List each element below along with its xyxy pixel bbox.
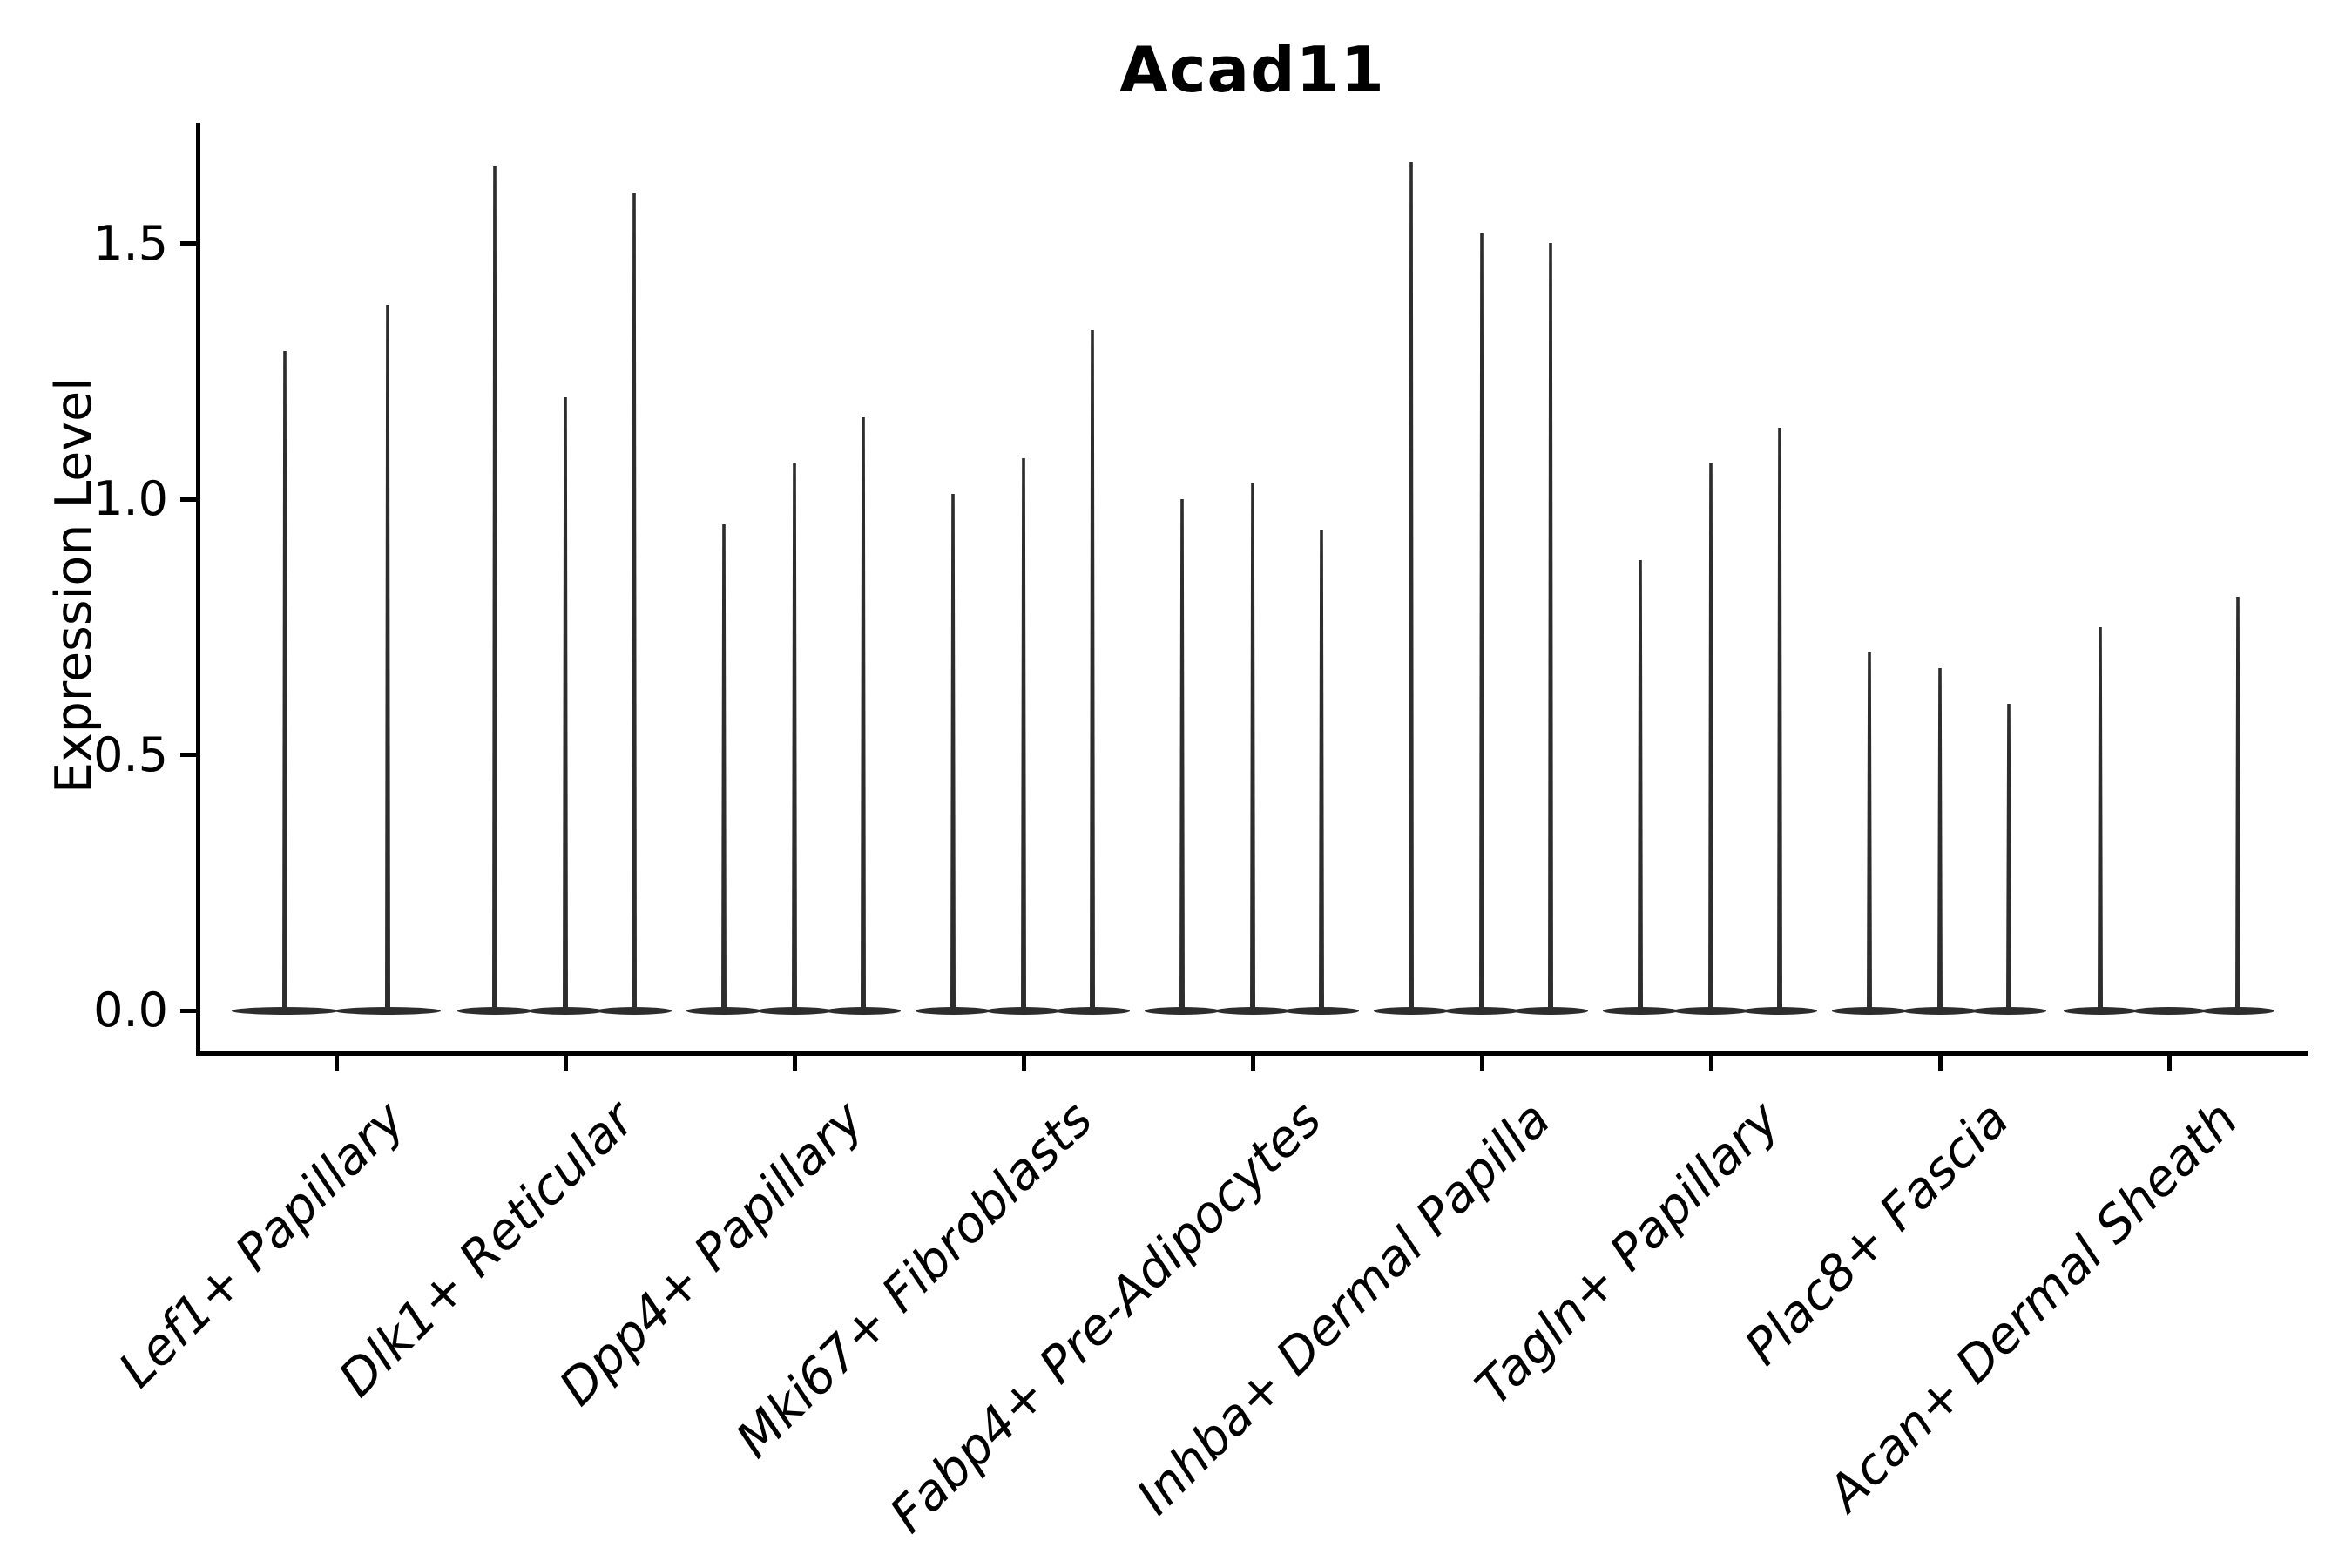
violin-tail bbox=[1179, 499, 1185, 1010]
y-tick-mark bbox=[180, 1008, 196, 1013]
violin-body bbox=[1603, 1006, 1678, 1015]
x-axis-line bbox=[196, 1051, 2308, 1056]
chart-title: Acad11 bbox=[1119, 33, 1385, 106]
violin-tail bbox=[721, 524, 727, 1010]
violin-tail bbox=[792, 463, 797, 1010]
violin-body bbox=[757, 1006, 832, 1015]
violin-tail bbox=[385, 305, 390, 1010]
violin-tail bbox=[282, 351, 287, 1010]
violin-body bbox=[1971, 1006, 2046, 1015]
violin-body bbox=[1145, 1006, 1220, 1015]
violin-tail bbox=[1409, 162, 1414, 1010]
violin-body bbox=[826, 1006, 901, 1015]
x-tick-mark bbox=[792, 1054, 797, 1071]
violin-tail bbox=[632, 193, 637, 1010]
violin-tail bbox=[861, 417, 866, 1010]
violin-body bbox=[686, 1006, 761, 1015]
violin-body bbox=[457, 1006, 532, 1015]
x-axis-category-label: Inhba+ Dermal Papilla bbox=[1125, 1091, 1562, 1526]
x-tick-mark bbox=[1479, 1054, 1484, 1071]
violin-body bbox=[986, 1006, 1061, 1015]
violin-body bbox=[1284, 1006, 1359, 1015]
violin-body bbox=[2064, 1006, 2137, 1015]
violin-tail bbox=[1479, 233, 1484, 1010]
violin-tail bbox=[1708, 463, 1713, 1010]
violin-tail bbox=[1937, 668, 1943, 1010]
violin-body bbox=[1215, 1006, 1290, 1015]
violin-body bbox=[2201, 1006, 2274, 1015]
violin-tail bbox=[1777, 428, 1782, 1010]
x-tick-mark bbox=[2166, 1054, 2172, 1071]
violin-tail bbox=[2006, 704, 2011, 1010]
violin-tail bbox=[1548, 243, 1553, 1010]
y-tick-label: 1.5 bbox=[93, 215, 168, 271]
violin-body bbox=[2132, 1006, 2206, 1015]
violin-tail bbox=[950, 494, 956, 1010]
y-tick-label: 1.0 bbox=[93, 471, 168, 526]
x-axis-category-label: Fabp4+ Pre-Adipocytes bbox=[879, 1091, 1333, 1544]
x-tick-mark bbox=[563, 1054, 568, 1071]
y-tick-label: 0.0 bbox=[93, 983, 168, 1037]
violin-tail bbox=[1867, 652, 1872, 1010]
y-tick-mark bbox=[180, 497, 196, 502]
y-tick-mark bbox=[180, 241, 196, 246]
violin-tail bbox=[1250, 483, 1255, 1010]
violin-tail bbox=[563, 397, 568, 1010]
violin-body bbox=[1673, 1006, 1748, 1015]
violin-body bbox=[232, 1006, 338, 1015]
x-tick-mark bbox=[1250, 1054, 1255, 1071]
violin-body bbox=[1513, 1006, 1588, 1015]
x-tick-mark bbox=[334, 1054, 339, 1071]
violin-tail bbox=[1021, 458, 1026, 1010]
x-tick-mark bbox=[1708, 1054, 1713, 1071]
violin-tail bbox=[1319, 530, 1324, 1010]
violin-body bbox=[1742, 1006, 1817, 1015]
violin-tail bbox=[1090, 330, 1095, 1010]
violin-tail bbox=[492, 166, 497, 1010]
violin-body bbox=[1832, 1006, 1907, 1015]
y-tick-label: 0.5 bbox=[93, 727, 168, 782]
violin-body bbox=[528, 1006, 603, 1015]
y-tick-mark bbox=[180, 753, 196, 757]
violin-body bbox=[1055, 1006, 1130, 1015]
x-tick-mark bbox=[1937, 1054, 1943, 1071]
x-tick-mark bbox=[1021, 1054, 1026, 1071]
violin-body bbox=[916, 1006, 990, 1015]
violin-body bbox=[1903, 1006, 1977, 1015]
y-axis-line bbox=[196, 123, 200, 1056]
violin-tail bbox=[1638, 560, 1643, 1010]
x-axis-category-label: Acan+ Dermal Sheath bbox=[1817, 1091, 2249, 1523]
violin-tail bbox=[2235, 597, 2240, 1010]
violin-tail bbox=[2098, 627, 2103, 1010]
violin-body bbox=[335, 1006, 441, 1015]
violin-body bbox=[597, 1006, 672, 1015]
violin-body bbox=[1444, 1006, 1519, 1015]
violin-body bbox=[1374, 1006, 1449, 1015]
